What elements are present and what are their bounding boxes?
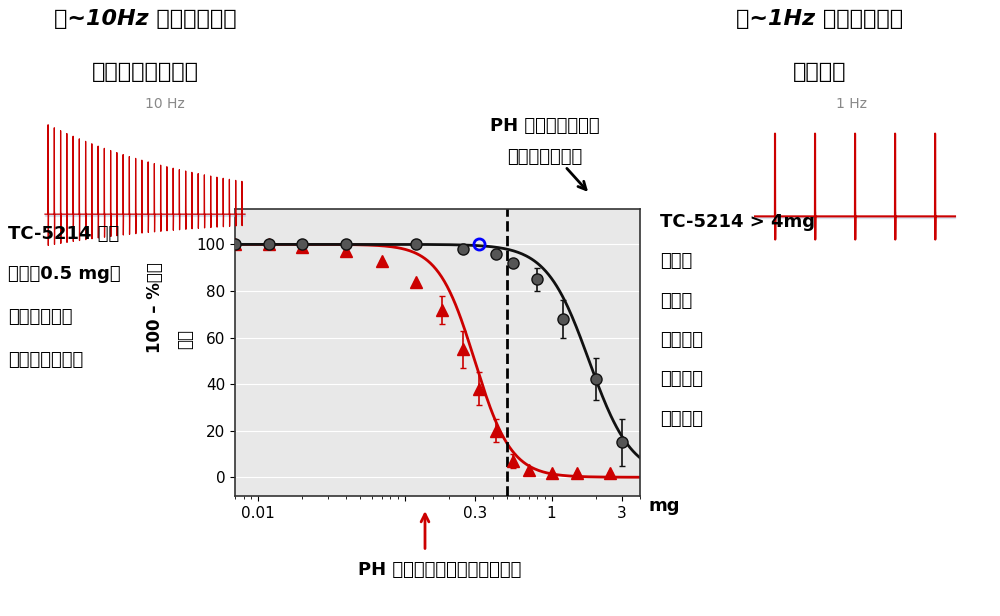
Text: 100 – %阻滞: 100 – %阻滞 [146,262,164,354]
Text: 尿潴留: 尿潴留 [660,291,692,310]
Text: TC-5214 在低: TC-5214 在低 [8,225,119,243]
Text: TC-5214 > 4mg: TC-5214 > 4mg [660,213,815,231]
Text: 10 Hz: 10 Hz [145,97,185,111]
Text: 活动过度的汗腺: 活动过度的汗腺 [8,351,83,370]
Text: 皮肤干燥: 皮肤干燥 [660,331,703,349]
Text: PH 中的活动过度的神经被抑制: PH 中的活动过度的神经被抑制 [358,561,522,579]
Text: 神经未受到抑制: 神经未受到抑制 [507,148,583,166]
Text: 活性: 活性 [176,329,194,349]
Text: 交感神经（汗腺）: 交感神经（汗腺） [92,62,198,81]
Text: 在~1Hz 下正常活动的: 在~1Hz 下正常活动的 [736,9,904,29]
Text: 下应当仅抑制: 下应当仅抑制 [8,308,72,326]
Text: 瞳孔散大: 瞳孔散大 [660,410,703,428]
Text: 低血压: 低血压 [660,252,692,270]
Text: 交感神经: 交感神经 [793,62,847,81]
Text: 口腔干燥: 口腔干燥 [660,370,703,389]
Text: 剂量（0.5 mg）: 剂量（0.5 mg） [8,265,121,283]
Text: PH 中的正常活动的: PH 中的正常活动的 [490,117,600,136]
Text: mg: mg [649,497,680,515]
Text: 1 Hz: 1 Hz [836,97,868,111]
Text: 在~10Hz 下活动过度的: 在~10Hz 下活动过度的 [54,9,236,29]
